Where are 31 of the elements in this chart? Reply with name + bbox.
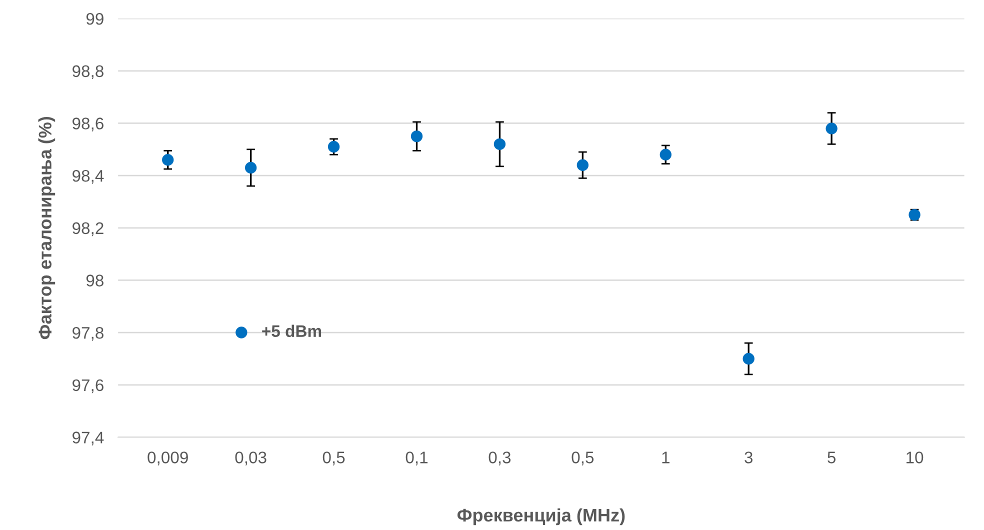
- point: [244, 162, 257, 174]
- point: [328, 140, 340, 153]
- y-tick-label: 98,4: [72, 170, 104, 184]
- point: [742, 352, 754, 365]
- y-tick-label: 97,8: [72, 326, 104, 341]
- legend-label: +5 dBm: [262, 324, 322, 338]
- x-tick-label: 10: [906, 452, 924, 464]
- x-tick-label: 5: [828, 452, 836, 464]
- y-tick-label: 98: [86, 274, 104, 286]
- y-tick-label: 98,6: [72, 118, 104, 132]
- x-tick-label: 0,5: [322, 452, 345, 466]
- y-tick-label: 98,8: [72, 65, 104, 80]
- y-axis-title: Фактор еталонирања (%): [38, 116, 56, 340]
- x-tick-label: 0,03: [235, 452, 266, 466]
- y-tick-label: 99: [86, 12, 104, 25]
- point: [660, 148, 672, 160]
- point: [826, 122, 838, 134]
- x-tick-label: 3: [744, 452, 753, 464]
- x-tick-label: 0,5: [572, 452, 594, 466]
- point: [576, 159, 589, 171]
- x-axis-title: Фреквенција (MHz): [457, 508, 625, 526]
- y-tick-label: 98,2: [72, 222, 104, 236]
- x-tick-label: 0,1: [406, 452, 428, 466]
- point: [494, 138, 506, 150]
- y-tick-label: 97,4: [72, 432, 104, 446]
- y-tick-label: 97,6: [72, 379, 104, 394]
- x-tick-label: 1: [662, 452, 670, 464]
- x-tick-label: 0,009: [148, 452, 188, 466]
- point: [410, 130, 423, 142]
- x-tick-label: 0,3: [488, 452, 511, 466]
- point: [162, 154, 174, 166]
